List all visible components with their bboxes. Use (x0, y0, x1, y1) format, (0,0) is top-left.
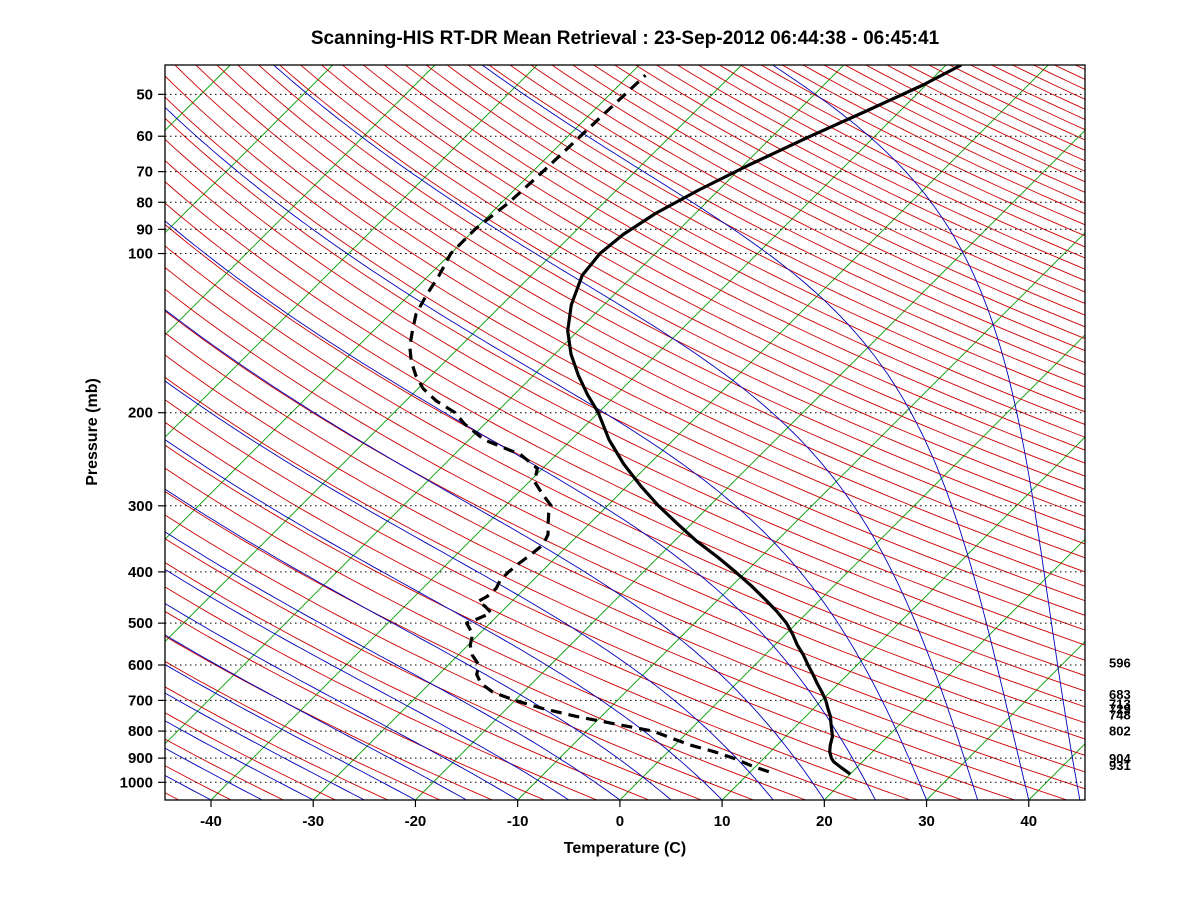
temperature-tick-label: -10 (507, 813, 529, 830)
level-pressure-label: 596 (1109, 655, 1131, 670)
pressure-tick-label: 50 (136, 86, 153, 103)
temperature-tick-label: -20 (405, 813, 427, 830)
temperature-tick-label: 20 (816, 813, 833, 830)
pressure-tick-label: 600 (128, 657, 153, 674)
temperature-tick-labels: -40 -30 -20 -10 0 10 20 30 40 (200, 813, 1037, 830)
level-pressure-label: 713 (1109, 697, 1131, 712)
pressure-tick-label: 200 (128, 405, 153, 422)
temperature-tick-label: 30 (918, 813, 935, 830)
pressure-tick-label: 80 (136, 194, 153, 211)
pressure-tick-label: 900 (128, 750, 153, 767)
pressure-tick-label: 800 (128, 723, 153, 740)
axis-ticks (158, 93, 1030, 807)
plot-area (165, 65, 1085, 800)
chart-title: Scanning-HIS RT-DR Mean Retrieval : 23-S… (310, 28, 940, 49)
isobar-gridlines (165, 93, 1085, 783)
isotherm-lines (165, 65, 1085, 800)
plot-border (164, 64, 1086, 801)
temperature-tick-label: 10 (714, 813, 731, 830)
pressure-tick-label: 700 (128, 692, 153, 709)
pressure-tick-labels: 50 60 70 80 90 100 200 300 400 500 600 700 800 900 100… (120, 86, 153, 791)
temperature-tick-label: -40 (200, 813, 222, 830)
pressure-tick-label: 500 (128, 615, 153, 632)
pressure-tick-label: 300 (128, 498, 153, 515)
pressure-tick-label: 1000 (120, 774, 153, 791)
pressure-tick-label: 90 (136, 221, 153, 238)
temperature-tick-label: -30 (302, 813, 324, 830)
temperature-tick-label: 40 (1020, 813, 1037, 830)
level-pressure-label: 931 (1109, 758, 1131, 773)
pressure-tick-label: 70 (136, 164, 153, 181)
temperature-profile-line (566, 65, 963, 776)
moist-adiabat-lines (165, 65, 1081, 800)
level-pressure-label: 683 (1109, 687, 1131, 702)
level-pressure-label: 729 (1109, 702, 1131, 717)
dewpoint-profile-line (408, 74, 770, 774)
pressure-tick-label: 60 (136, 128, 153, 145)
level-pressure-label: 802 (1109, 724, 1131, 739)
pressure-tick-label: 100 (128, 246, 153, 263)
dry-adiabat-lines (165, 65, 1085, 800)
x-axis-label: Temperature (C) (563, 840, 687, 857)
temperature-tick-label: 0 (616, 813, 624, 830)
sounding-profiles (408, 65, 963, 776)
pressure-tick-label: 400 (128, 564, 153, 581)
level-pressure-label: 748 (1109, 708, 1131, 723)
level-pressure-label: 904 (1109, 751, 1131, 766)
